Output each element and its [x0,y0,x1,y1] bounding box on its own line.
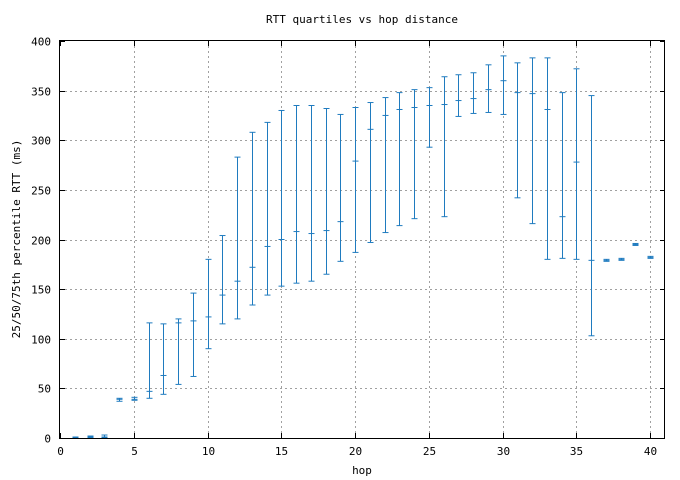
error-bar-hop-39 [632,242,639,246]
y-tick-label: 50 [38,383,51,396]
x-tick-label: 20 [349,445,362,458]
error-bar-hop-12 [234,156,241,320]
error-bar-hop-29 [485,64,492,113]
error-bar-hop-11 [219,235,226,325]
y-tick-label: 300 [31,135,51,148]
x-tick-label: 5 [131,445,138,458]
x-tick-label: 30 [497,445,510,458]
error-bar-hop-32 [529,57,536,225]
x-tick-label: 40 [644,445,657,458]
x-tick-label: 15 [275,445,288,458]
error-bar-hop-33 [544,57,551,260]
error-bar-hop-36 [588,95,595,337]
x-tick-labels: 0 5 10 15 20 25 30 35 40 [57,445,657,458]
error-bar-hop-40 [647,255,654,259]
error-bar-hop-31 [514,62,521,199]
x-tick-label: 25 [423,445,436,458]
error-bar-hop-38 [618,257,625,261]
error-bar-hop-15 [278,109,285,287]
error-bar-hop-25 [426,87,433,148]
error-bar-hop-7 [160,323,167,395]
error-bar-hop-4 [116,397,123,402]
error-bars [72,55,654,439]
error-bar-hop-37 [603,258,610,262]
axis-ticks [60,41,665,439]
error-bar-hop-27 [455,74,462,117]
y-tick-label: 150 [31,284,51,297]
error-bar-hop-18 [323,107,330,275]
error-bar-hop-22 [382,97,389,234]
y-tick-label: 350 [31,86,51,99]
error-bar-hop-28 [470,72,477,114]
error-bar-hop-20 [352,106,359,253]
x-tick-label: 0 [57,445,64,458]
error-bar-hop-23 [396,92,403,227]
x-tick-label: 35 [570,445,583,458]
error-bar-hop-13 [249,131,256,306]
error-bar-hop-26 [441,76,448,218]
plot-frame [59,40,665,439]
y-tick-label: 400 [31,36,51,49]
error-bar-hop-14 [264,121,271,296]
error-bar-hop-1 [72,436,79,439]
error-bar-hop-21 [367,102,374,243]
error-bar-hop-2 [87,435,94,439]
y-tick-label: 200 [31,235,51,248]
error-bar-hop-9 [190,292,197,377]
y-tick-label: 100 [31,334,51,347]
error-bar-hop-24 [411,89,418,220]
error-bar-hop-17 [308,105,315,282]
error-bar-hop-34 [559,92,566,259]
error-bar-hop-30 [500,55,507,115]
error-bar-hop-6 [146,322,153,399]
error-bar-hop-3 [101,434,108,439]
chart-title: RTT quartiles vs hop distance [266,13,458,26]
y-tick-label: 0 [44,433,51,446]
y-tick-label: 250 [31,185,51,198]
error-bar-hop-8 [175,318,182,385]
error-bar-hop-5 [131,396,138,401]
error-bar-hop-10 [205,258,212,350]
y-axis-label: 25/50/75th percentile RTT (ms) [10,140,23,339]
x-tick-label: 10 [202,445,215,458]
grid-lines [60,41,665,438]
error-bar-hop-19 [337,113,344,262]
error-bar-hop-16 [293,105,300,284]
x-axis-label: hop [352,464,372,477]
y-tick-labels: 0 50 100 150 200 250 300 350 400 [31,36,51,446]
error-bar-hop-35 [573,68,580,260]
